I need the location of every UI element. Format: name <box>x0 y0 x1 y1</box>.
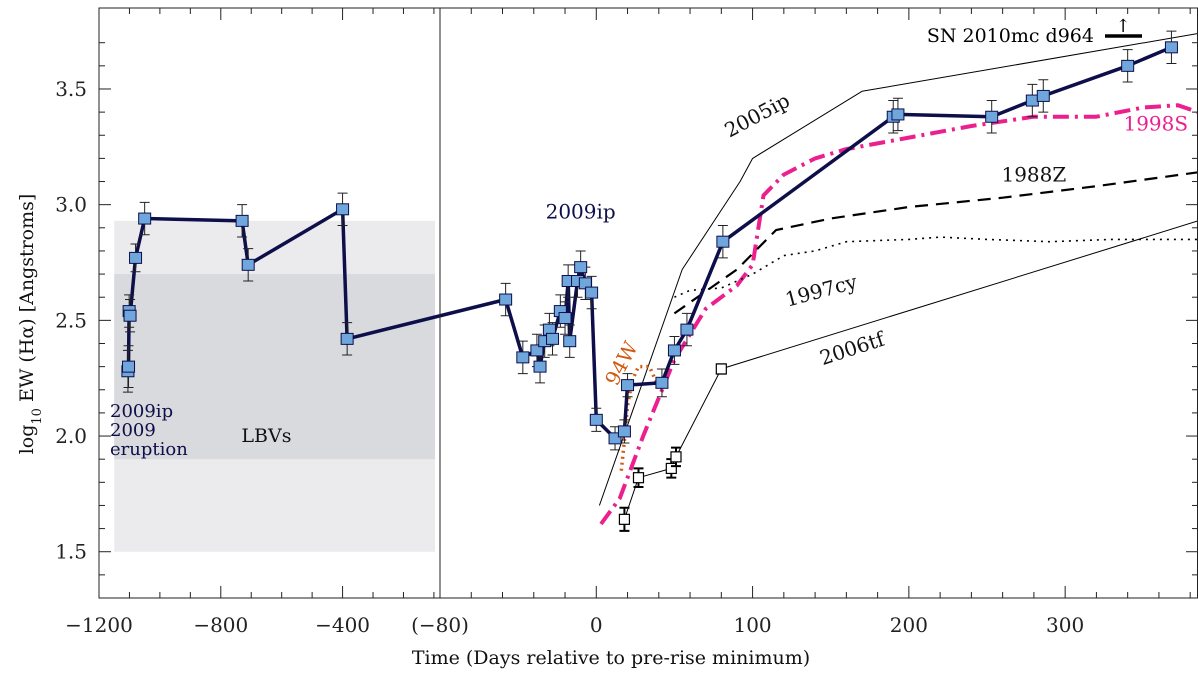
point-2009ip-12 <box>530 344 544 357</box>
x-axis-title: Time (Days relative to pre-rise minimum) <box>412 647 810 669</box>
point-2009ip-36 <box>1025 94 1039 107</box>
eruption-label-line-2: eruption <box>110 439 188 460</box>
lbv-band-1 <box>114 274 436 460</box>
point-2009ip-20 <box>563 335 577 348</box>
ytick-label-0: 1.5 <box>55 540 87 564</box>
lbv-bands <box>114 220 436 552</box>
point-2009ip-26 <box>608 432 622 445</box>
xtick-label-left-2: −400 <box>315 613 370 637</box>
xtick-label-left-3: (−80) <box>411 613 469 637</box>
point-2009ip-3 <box>123 309 137 322</box>
xtick-label-right-2: 200 <box>890 613 928 637</box>
ytick-label-3: 3.0 <box>55 193 87 217</box>
curve-1997cy <box>674 236 1198 298</box>
point-2009ip-24 <box>585 286 599 299</box>
point-2009ip-29 <box>655 376 669 389</box>
point-2009ip-4 <box>129 251 143 264</box>
xtick-label-left-0: −1200 <box>65 613 133 637</box>
series-2009ip <box>121 30 1178 451</box>
point-2009ip-11 <box>516 351 530 364</box>
annotation-2005ip: 2005ip <box>721 88 794 142</box>
annotation-1998S: 1998S <box>1123 112 1188 136</box>
point-2009ip-28 <box>621 379 635 392</box>
point-2009ip-16 <box>546 332 560 345</box>
point-2009ip-39 <box>1164 41 1178 54</box>
curve-1988Z <box>673 171 1198 315</box>
comparison-curves <box>598 33 1198 526</box>
point-2009ip-18 <box>558 312 572 325</box>
point-2009ip-1 <box>122 360 136 373</box>
point-2009ip-5 <box>138 212 152 225</box>
point-2009ip-34 <box>891 108 905 121</box>
point-2009ip-25 <box>589 413 603 426</box>
annotation-2009ip: 2009ip <box>546 200 616 224</box>
lbv-band-label: LBVs <box>241 425 291 447</box>
point-2006tf-0 <box>618 513 631 525</box>
point-2009ip-37 <box>1036 89 1050 102</box>
line-2009ip <box>126 45 1173 441</box>
annotation-94W: 94W <box>600 337 643 389</box>
point-2009ip-13 <box>533 360 547 373</box>
y-axis-title: log10 EW (Hα) [Angstroms] <box>16 194 45 455</box>
axis-ticks: 1.5 2.0 2.5 3.0 3.5 −1200 −800 −400 (−80) 0 100 200… <box>55 8 1198 637</box>
corner-label: SN 2010mc d964 <box>927 25 1094 47</box>
y-axis-title-sub: 10 <box>30 408 45 425</box>
curve-2006tf <box>623 220 1198 520</box>
point-2009ip-32 <box>716 235 730 248</box>
point-2009ip-27 <box>617 425 631 438</box>
point-2009ip-31 <box>680 323 694 336</box>
eruption-label-line-0: 2009ip <box>110 401 173 422</box>
point-2009ip-30 <box>667 344 681 357</box>
eruption-label-line-1: 2009 <box>110 420 156 441</box>
point-2009ip-6 <box>235 214 249 227</box>
point-2006tf-1 <box>632 472 645 484</box>
annotation-1988Z: 1988Z <box>1001 163 1066 187</box>
y-axis-title-post: EW (Hα) [Angstroms] <box>16 194 38 408</box>
point-2006tf-3 <box>670 451 682 463</box>
series-2006tf-points <box>618 363 727 532</box>
xtick-label-right-1: 100 <box>733 613 771 637</box>
annotation-1997cy: 1997cy <box>783 269 861 311</box>
point-2006tf-2 <box>665 462 677 475</box>
xtick-label-right-3: 300 <box>1046 613 1084 637</box>
ytick-label-2: 2.5 <box>55 308 87 332</box>
ytick-label-4: 3.5 <box>55 77 87 101</box>
ytick-label-1: 2.0 <box>55 424 87 448</box>
point-2009ip-38 <box>1121 59 1135 72</box>
curve-1998S <box>599 103 1198 526</box>
point-2006tf-4 <box>715 363 727 375</box>
point-2009ip-10 <box>499 293 513 306</box>
annotation-2006tf: 2006tf <box>817 326 889 370</box>
y-axis-title-pre: log <box>16 425 38 455</box>
point-2009ip-22 <box>574 261 588 274</box>
curve-2005ip <box>598 33 1198 506</box>
xtick-label-left-1: −800 <box>193 613 248 637</box>
point-2009ip-8 <box>336 203 350 216</box>
point-2009ip-35 <box>985 110 999 123</box>
corner-limit-arrow: ↑ <box>1115 16 1130 37</box>
point-2009ip-7 <box>241 258 255 271</box>
point-2009ip-9 <box>340 332 354 345</box>
xtick-label-right-0: 0 <box>590 613 603 637</box>
